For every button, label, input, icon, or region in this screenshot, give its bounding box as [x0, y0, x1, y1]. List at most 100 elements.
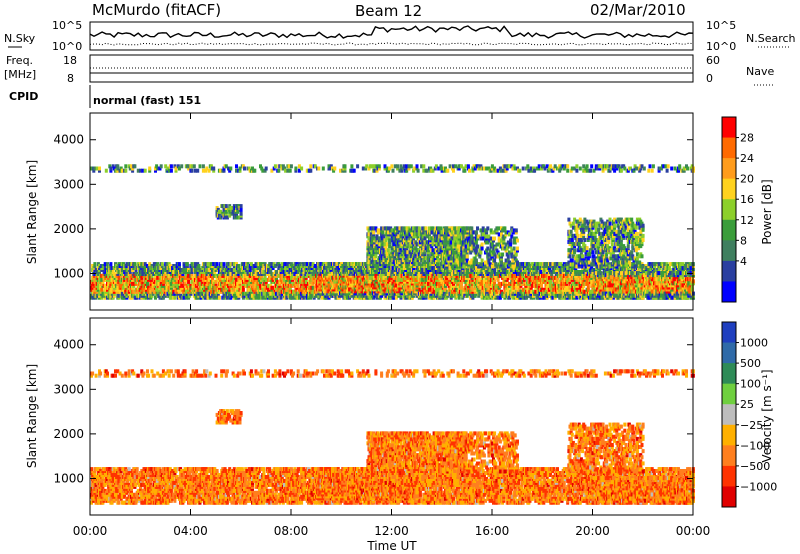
range-gate-cell: [209, 289, 213, 294]
range-gate-cell: [488, 268, 492, 272]
nave-tick-bottom: 0: [706, 72, 713, 85]
range-gate-cell: [254, 295, 258, 300]
range-gate-cell: [296, 283, 300, 288]
noise-tick-left-bottom: 10^0: [52, 40, 82, 53]
range-gate-cell: [237, 264, 241, 268]
cpid-label: CPID: [9, 90, 38, 103]
range-gate-cell: [181, 283, 185, 288]
range-gate-cell: [230, 275, 234, 280]
freq-tick-bottom: 8: [67, 72, 74, 85]
noise-tick-left-top: 10^5: [52, 19, 82, 32]
range-gate-cell: [220, 262, 224, 267]
range-gate-cell: [479, 285, 483, 290]
range-gate-cell: [284, 262, 288, 267]
range-gate-cell: [232, 268, 236, 272]
range-gate-cell: [163, 273, 167, 278]
range-gate-cell: [313, 270, 317, 274]
range-gate-cell: [254, 262, 258, 267]
range-gate-cell: [144, 295, 148, 300]
range-gate-cell: [190, 270, 194, 274]
noise-panel: [89, 21, 694, 51]
range-gate-cell: [116, 266, 120, 270]
range-gate-cell: [141, 268, 145, 272]
range-gate-cell: [309, 273, 313, 278]
range-gate-cell: [109, 262, 113, 267]
range-gate-cell: [98, 291, 101, 296]
range-gate-cell: [100, 287, 104, 292]
range-gate-cell: [140, 262, 144, 267]
range-gate-cell: [161, 279, 165, 284]
range-gate-cell: [203, 262, 207, 267]
nsky-label: N.Sky: [4, 32, 36, 45]
range-gate-cell: [125, 262, 129, 267]
range-gate-cell: [460, 281, 463, 286]
range-gate-cell: [100, 277, 104, 282]
range-gate-cell: [261, 295, 265, 300]
range-gate-cell: [177, 262, 181, 267]
range-gate-cell: [228, 275, 232, 280]
range-gate-cell: [193, 262, 197, 267]
range-gate-cell: [160, 262, 164, 267]
range-gate-cell: [206, 295, 210, 300]
range-gate-cell: [146, 281, 149, 286]
range-gate-cell: [273, 264, 277, 268]
range-gate-cell: [270, 285, 274, 290]
range-gate-cell: [285, 291, 289, 296]
range-gate-cell: [493, 268, 497, 272]
noise-tick-right-bottom: 10^0: [706, 40, 736, 53]
range-gate-cell: [212, 295, 216, 300]
range-gate-cell: [168, 264, 172, 268]
range-gate-cell: [320, 295, 324, 300]
range-gate-cell: [311, 285, 315, 290]
range-gate-cell: [230, 268, 234, 272]
range-gate-cell: [103, 262, 107, 267]
range-gate-cell: [197, 264, 201, 268]
date-title: 02/Mar/2010: [590, 1, 686, 19]
range-gate-cell: [236, 281, 240, 286]
range-gate-cell: [444, 287, 447, 292]
range-gate-cell: [311, 262, 315, 267]
noise-trace: [89, 25, 694, 46]
range-gate-cell: [313, 279, 317, 284]
range-gate-cell: [237, 291, 241, 296]
range-gate-cell: [586, 285, 590, 290]
range-gate-cell: [439, 289, 443, 294]
range-gate-cell: [311, 289, 315, 294]
range-gate-cell: [259, 262, 262, 267]
range-gate-cell: [284, 266, 288, 270]
range-gate-cell: [152, 289, 156, 294]
range-gate-cell: [140, 275, 144, 280]
range-gate-cell: [187, 279, 191, 284]
range-gate-cell: [317, 293, 321, 298]
range-gate-cell: [457, 295, 461, 300]
range-gate-cell: [426, 281, 430, 286]
range-gate-cell: [460, 285, 463, 290]
range-gate-cell: [291, 264, 294, 268]
range-gate-cell: [133, 262, 137, 267]
range-gate-cell: [173, 295, 177, 300]
freq-unit: [MHz]: [4, 68, 36, 81]
range-gate-cell: [143, 262, 147, 267]
range-gate-cell: [246, 275, 250, 280]
range-gate-cell: [305, 273, 309, 278]
range-gate-cell: [288, 279, 292, 284]
range-gate-cell: [304, 279, 308, 284]
range-gate-cell: [488, 289, 492, 294]
range-gate-cell: [241, 287, 245, 292]
range-gate-cell: [285, 295, 289, 300]
range-gate-cell: [182, 295, 186, 300]
range-gate-cell: [289, 283, 293, 288]
range-gate-cell: [249, 262, 253, 267]
range-gate-cell: [267, 283, 270, 288]
range-gate-cell: [165, 262, 169, 267]
range-gate-cell: [275, 270, 278, 274]
range-gate-cell: [117, 270, 121, 274]
power-data: [90, 164, 695, 300]
range-gate-cell: [302, 295, 306, 300]
range-gate-cell: [208, 283, 212, 288]
station-title: McMurdo (fitACF): [92, 1, 221, 19]
range-gate-cell: [93, 262, 97, 267]
nsearch-label: N.Search: [746, 32, 796, 45]
range-gate-cell: [185, 262, 189, 267]
range-gate-cell: [241, 291, 245, 296]
